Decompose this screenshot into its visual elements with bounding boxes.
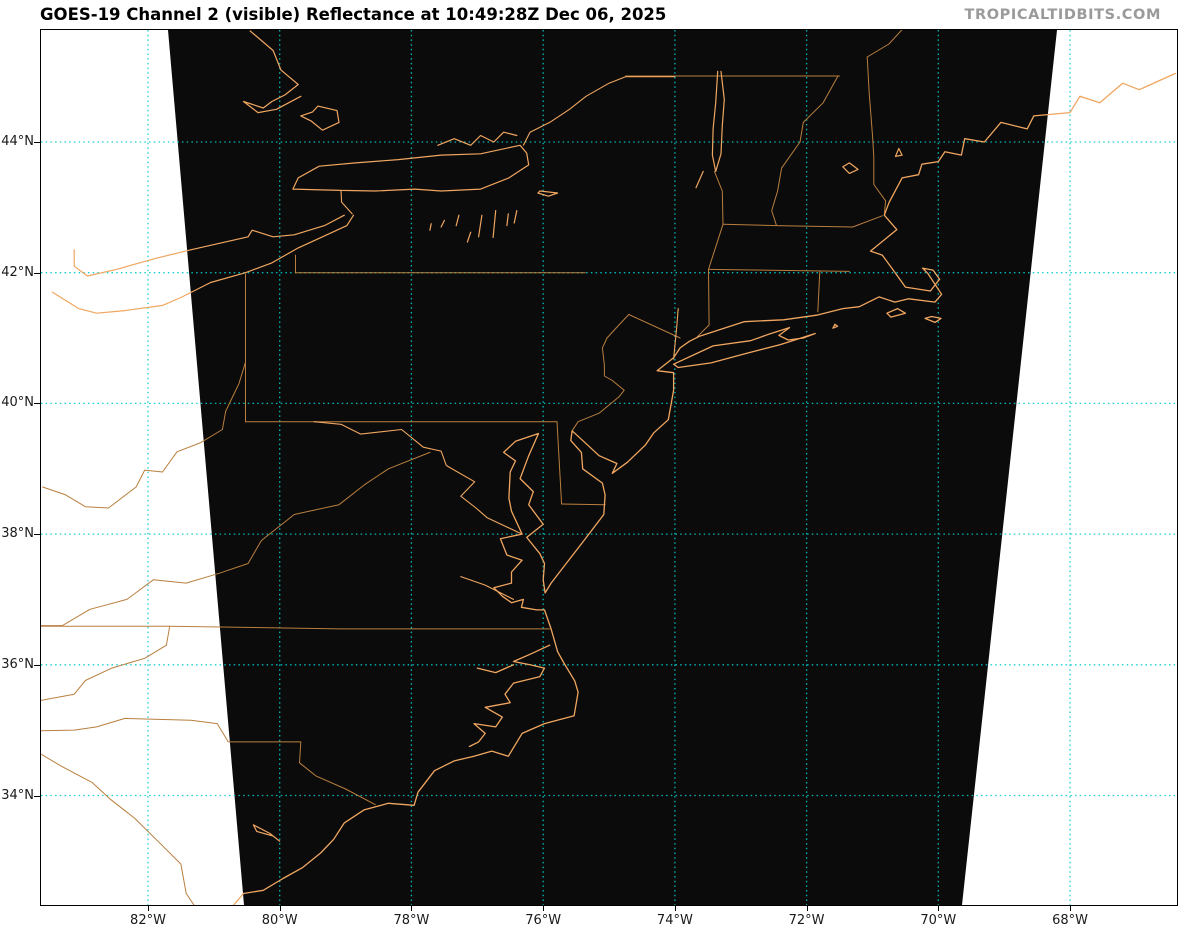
state-borders-path <box>696 268 710 338</box>
state-borders-path <box>713 170 724 225</box>
state-borders <box>41 30 903 905</box>
state-borders-path <box>708 223 724 270</box>
lon-tick-mark <box>279 906 281 911</box>
lakes-path <box>506 213 509 227</box>
lon-tick-mark <box>148 906 149 911</box>
state-borders-path <box>722 215 883 228</box>
lakes-path <box>440 219 445 228</box>
rivers-path <box>673 308 679 360</box>
lakes-path <box>478 214 483 238</box>
lakes-path <box>242 30 302 114</box>
lon-tick-mark <box>938 906 940 911</box>
lat-axis-label: 40°N <box>1 395 34 411</box>
lon-tick-mark <box>543 906 545 911</box>
lat-tick-mark <box>34 403 40 405</box>
lakes-path <box>429 223 432 231</box>
coastlines-path <box>672 326 816 369</box>
lon-tick-mark <box>1070 906 1072 911</box>
state-borders-path <box>771 76 839 226</box>
lon-axis-label: 76°W <box>525 913 562 928</box>
lat-tick-mark <box>34 142 40 143</box>
state-borders-path <box>41 625 171 701</box>
lat-axis-label: 44°N <box>1 134 34 149</box>
lon-tick-mark <box>806 906 808 911</box>
lon-axis-label: 74°W <box>656 913 693 928</box>
lon-axis-label: 82°W <box>130 913 166 928</box>
state-borders-path <box>41 451 431 627</box>
state-borders-path <box>41 753 195 905</box>
lat-axis-label: 36°N <box>1 656 34 672</box>
lakes <box>51 30 903 842</box>
lakes-path <box>842 162 859 174</box>
state-borders-path <box>41 625 551 630</box>
lakes-path <box>695 170 704 189</box>
state-borders-path <box>556 421 563 505</box>
lat-axis-label: 38°N <box>1 526 34 542</box>
satellite-map <box>41 30 1177 905</box>
state-borders-path <box>41 717 376 806</box>
lakes-path <box>513 210 518 224</box>
lakes-path <box>711 70 725 172</box>
coastlines-path <box>232 72 1177 905</box>
coastlines-path <box>886 307 907 318</box>
state-borders-path <box>817 270 821 313</box>
lakes-path <box>73 214 345 277</box>
lat-axis-label: 42°N <box>1 264 34 280</box>
coastlines-path <box>924 315 942 324</box>
lon-tick-mark <box>411 906 413 911</box>
lakes-path <box>466 231 472 243</box>
coastlines-path <box>476 664 515 674</box>
satellite-scan-sector <box>168 30 1057 905</box>
coastlines-path <box>468 644 551 748</box>
coastlines-path <box>832 323 839 329</box>
lat-tick-mark <box>34 664 40 666</box>
lakes-path <box>252 824 281 842</box>
rivers-path <box>522 76 676 146</box>
state-borders-path <box>708 268 850 272</box>
lakes-path <box>300 105 340 131</box>
lon-axis-label: 78°W <box>393 913 430 928</box>
lakes-path <box>894 147 903 157</box>
lakes-path <box>292 144 530 192</box>
state-borders-path <box>866 30 903 58</box>
coastlines <box>232 72 1177 905</box>
rivers <box>313 76 679 600</box>
lat-tick-mark <box>34 795 40 797</box>
lon-axis-label: 68°W <box>1052 913 1088 928</box>
state-borders-path <box>42 361 246 509</box>
state-borders-path <box>866 56 887 216</box>
brand-watermark: TROPICALTIDBITS.COM <box>964 7 1161 23</box>
state-borders-path <box>628 314 681 339</box>
rivers-path <box>313 421 523 535</box>
lat-tick-mark <box>34 272 40 274</box>
lakes-path <box>455 214 460 227</box>
state-borders-path <box>571 314 630 432</box>
rivers-path <box>460 576 515 600</box>
lon-axis-label: 72°W <box>788 913 825 928</box>
lakes-path <box>437 131 518 146</box>
lon-axis-label: 80°W <box>261 913 298 928</box>
lat-tick-mark <box>34 534 40 536</box>
lakes-path <box>492 210 497 238</box>
lon-tick-mark <box>674 906 676 911</box>
lon-axis-label: 70°W <box>920 913 957 928</box>
map-frame <box>40 29 1178 906</box>
state-borders-path <box>561 503 606 506</box>
lakes-path <box>51 214 355 314</box>
graticule <box>41 30 1177 905</box>
lat-axis-label: 34°N <box>1 787 34 803</box>
lakes-path <box>537 190 559 197</box>
rivers-path <box>340 189 353 215</box>
page-title: GOES-19 Channel 2 (visible) Reflectance … <box>40 5 667 24</box>
